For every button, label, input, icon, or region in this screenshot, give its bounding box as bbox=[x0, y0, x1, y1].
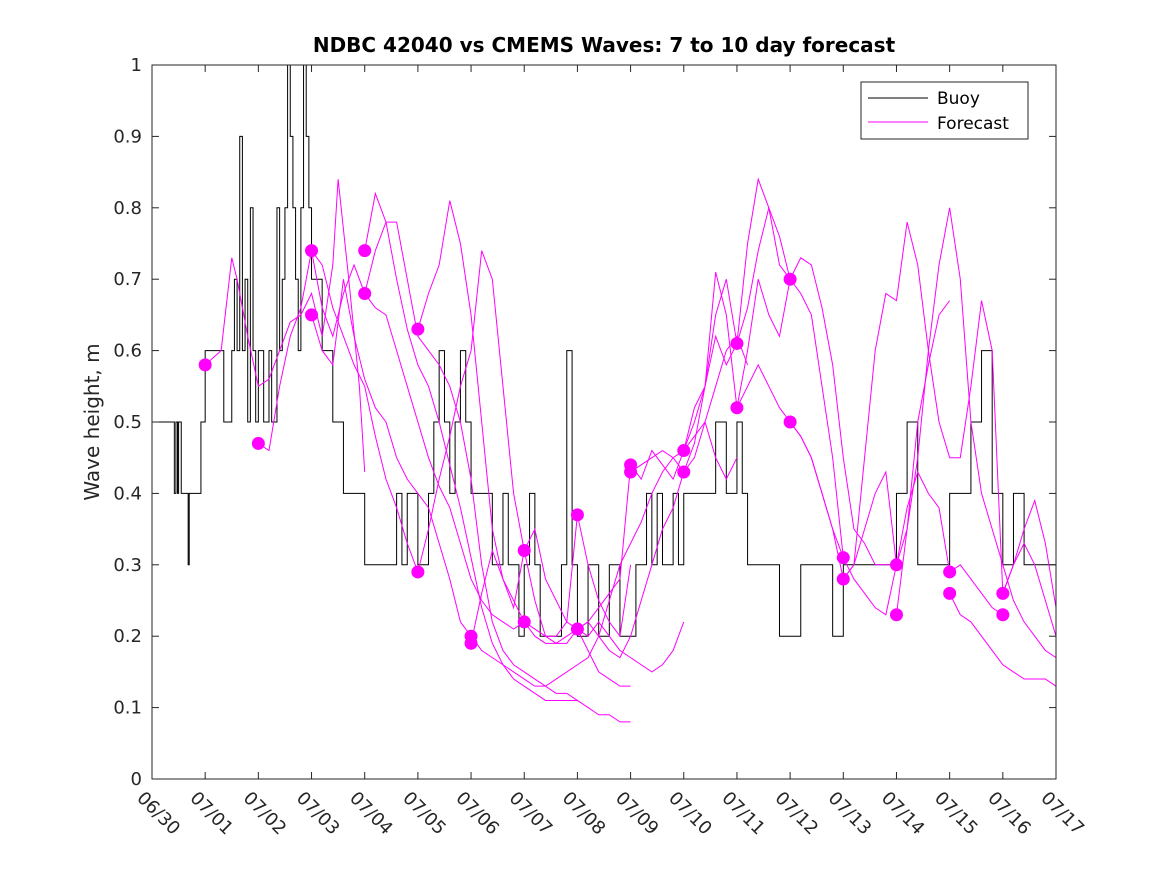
forecast-point bbox=[836, 572, 850, 586]
series-line-forecast bbox=[949, 593, 1056, 687]
y-tick-label: 0.3 bbox=[113, 555, 142, 576]
plot-area: 00.10.20.30.40.50.60.70.80.91 06/30 07/01… bbox=[113, 55, 1088, 839]
forecast-point bbox=[198, 358, 212, 372]
series-line-forecast bbox=[470, 420, 738, 687]
forecast-point bbox=[889, 608, 903, 622]
forecast-point bbox=[305, 308, 319, 322]
forecast-point bbox=[889, 558, 903, 572]
legend-box bbox=[860, 81, 1029, 140]
series-line-forecast bbox=[311, 279, 472, 637]
legend-label-buoy: Buoy bbox=[937, 89, 980, 109]
series-line-forecast bbox=[204, 179, 366, 473]
forecast-point bbox=[677, 465, 691, 479]
forecast-point bbox=[677, 444, 691, 458]
forecast-point bbox=[943, 565, 957, 579]
forecast-point bbox=[996, 608, 1010, 622]
forecast-point bbox=[730, 401, 744, 415]
series-line-forecast bbox=[1002, 498, 1056, 608]
forecast-point bbox=[730, 336, 744, 350]
forecast-point bbox=[570, 622, 584, 636]
forecast-point bbox=[358, 286, 372, 300]
chart-title: NDBC 42040 vs CMEMS Waves: 7 to 10 day f… bbox=[313, 33, 896, 57]
plot-background bbox=[152, 65, 1056, 779]
forecast-point bbox=[358, 244, 372, 258]
series-line-forecast bbox=[895, 207, 1056, 659]
forecast-point bbox=[624, 465, 638, 479]
forecast-point bbox=[943, 586, 957, 600]
series-line-forecast bbox=[311, 250, 525, 630]
series-line-forecast bbox=[364, 191, 578, 701]
forecast-point bbox=[464, 636, 478, 650]
y-tick-label: 0.8 bbox=[113, 198, 142, 219]
forecast-point bbox=[305, 244, 319, 258]
y-tick-label: 0 bbox=[131, 769, 142, 790]
forecast-point bbox=[570, 508, 584, 522]
y-tick-label: 0.1 bbox=[113, 698, 142, 719]
y-tick-label: 0.9 bbox=[113, 126, 142, 147]
y-tick-label: 0.5 bbox=[113, 412, 142, 433]
y-tick-label: 0.6 bbox=[113, 341, 142, 362]
forecast-point bbox=[517, 615, 531, 629]
forecast-point bbox=[836, 551, 850, 565]
forecast-point bbox=[783, 415, 797, 429]
y-axis: 0 0.1 0.2 0.3 0.4 0.5 0.6 0.7 0.8 0.9 1 bbox=[113, 55, 1056, 790]
y-tick-label: 1 bbox=[131, 55, 142, 76]
y-tick-label: 0.2 bbox=[113, 626, 142, 647]
series-line-forecast bbox=[523, 335, 749, 659]
series-line-forecast bbox=[842, 221, 1056, 637]
series-line-buoy bbox=[152, 65, 1056, 637]
marker-layer bbox=[198, 244, 1010, 650]
y-tick-label: 0.7 bbox=[113, 269, 142, 290]
forecast-point bbox=[517, 544, 531, 558]
forecast-point bbox=[783, 272, 797, 286]
forecast-point bbox=[996, 586, 1010, 600]
legend-label-forecast: Forecast bbox=[937, 114, 1009, 134]
y-axis-label: Wave height, m bbox=[80, 343, 104, 500]
series-line-forecast bbox=[364, 221, 631, 723]
legend: Buoy Forecast bbox=[860, 81, 1029, 140]
forecast-point bbox=[411, 565, 425, 579]
y-tick-label: 0.4 bbox=[113, 483, 142, 504]
forecast-point bbox=[411, 322, 425, 336]
forecast-point bbox=[251, 436, 265, 450]
